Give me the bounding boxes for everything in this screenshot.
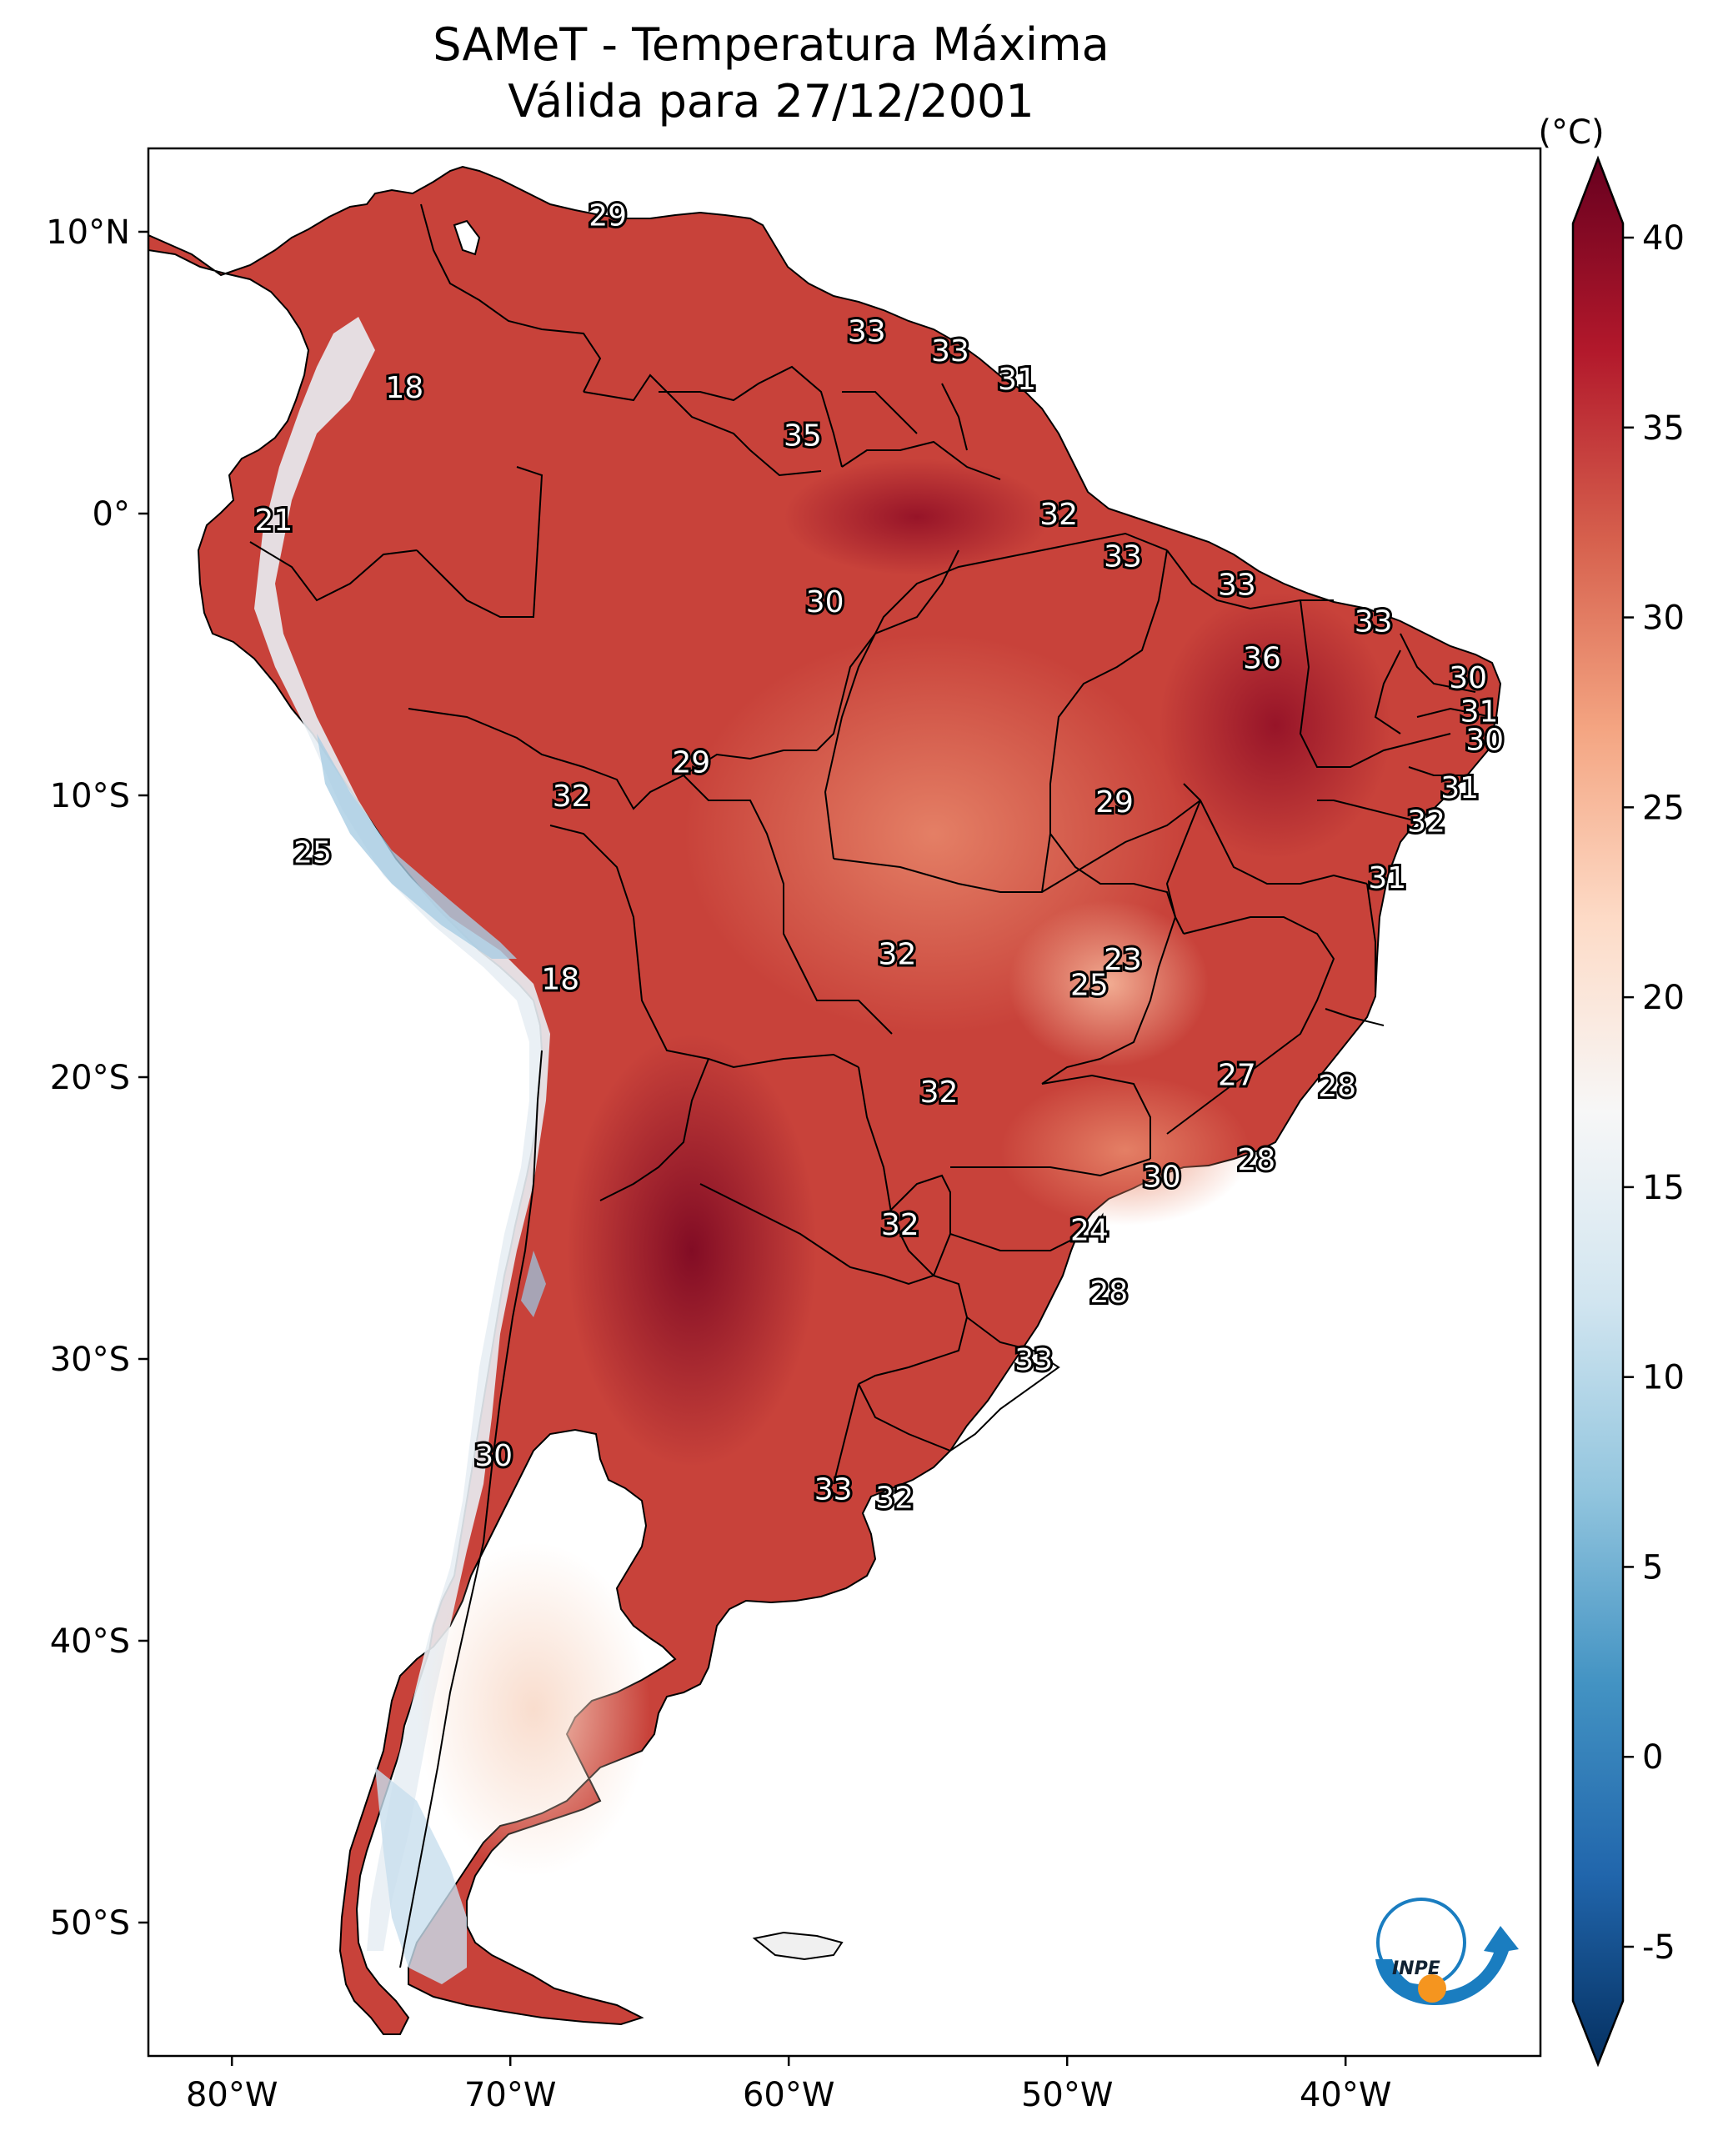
warm-southeast — [1000, 1075, 1250, 1226]
colorbar-body — [1571, 155, 1625, 2068]
station-value: 27 — [1218, 1059, 1256, 1093]
colorbar-tick-label: 25 — [1642, 789, 1685, 827]
inpe-logo: INPE — [1375, 1898, 1519, 2005]
station-value: 33 — [1104, 540, 1142, 574]
colorbar-tick-label: 5 — [1642, 1548, 1663, 1587]
colorbar-unit: (°C) — [1538, 113, 1604, 152]
colorbar-tick-label: 15 — [1642, 1169, 1685, 1207]
station-value: 30 — [1465, 723, 1504, 757]
station-value: 21 — [254, 504, 293, 538]
station-value: 33 — [1355, 604, 1393, 639]
lon-label: 70°W — [464, 2076, 556, 2114]
station-value: 33 — [814, 1472, 853, 1507]
station-value: 32 — [875, 1482, 914, 1516]
warm-highlands — [1009, 900, 1209, 1067]
station-value: 32 — [553, 780, 591, 814]
station-value: 31 — [998, 363, 1036, 397]
lat-label: 40°S — [50, 1622, 130, 1661]
hot-chaco — [567, 1034, 817, 1467]
station-value: 31 — [1368, 861, 1406, 895]
colorbar: 40 35 30 25 20 15 10 5 0 -5 (°C) — [1538, 113, 1685, 2068]
station-value: 33 — [848, 314, 886, 348]
lat-label: 10°S — [50, 777, 130, 815]
inpe-logo-text: INPE — [1392, 1958, 1440, 1979]
station-value: 30 — [806, 585, 844, 619]
map-area — [148, 165, 1502, 2035]
lat-label: 0° — [93, 495, 130, 534]
falkland-islands — [752, 1931, 844, 1961]
patagonia-mild — [417, 1542, 650, 1876]
station-value: 29 — [672, 745, 710, 780]
andes-cold-south — [521, 1251, 546, 1317]
station-value: 32 — [1407, 805, 1445, 839]
lat-label: 30°S — [50, 1341, 130, 1379]
colorbar-tick-label: 30 — [1642, 599, 1685, 638]
station-value: 32 — [879, 937, 917, 971]
lon-label: 50°W — [1021, 2076, 1113, 2114]
map-frame — [147, 147, 1542, 2058]
colorbar-tick-label: 40 — [1642, 219, 1685, 258]
station-value: 35 — [784, 419, 822, 453]
station-value: 32 — [920, 1075, 959, 1110]
country-borders — [249, 203, 1493, 1968]
station-value: 32 — [881, 1208, 919, 1242]
station-value: 30 — [1143, 1160, 1181, 1194]
title-line-2: Válida para 27/12/2001 — [508, 75, 1034, 128]
station-value: 18 — [541, 963, 579, 997]
latitude-axis: 10°N 0° 10°S 20°S 30°S 40°S 50°S — [46, 213, 148, 1943]
inpe-sun — [1418, 1974, 1446, 2003]
station-value: 31 — [1460, 695, 1499, 730]
lake-maracaibo — [453, 219, 481, 256]
station-value: 31 — [1440, 771, 1479, 805]
station-value: 30 — [1449, 661, 1487, 695]
south-america-landmass — [148, 165, 1502, 2035]
station-value: 28 — [1318, 1070, 1356, 1104]
map-title: SAMeT - Temperatura Máxima Válida para 2… — [0, 17, 1542, 130]
station-value: 28 — [1089, 1276, 1128, 1310]
station-value: 24 — [1070, 1214, 1109, 1248]
lon-label: 60°W — [743, 2076, 834, 2114]
colorbar-tick-label: -5 — [1642, 1928, 1675, 1967]
station-value: 23 — [1104, 943, 1142, 977]
hot-amazon-north — [784, 459, 1050, 575]
station-value: 25 — [1070, 968, 1109, 1002]
lat-label: 50°S — [50, 1904, 130, 1943]
patagonia-cold — [375, 1767, 467, 1984]
station-value: 32 — [1039, 498, 1078, 532]
lon-label: 40°W — [1300, 2076, 1391, 2114]
title-line-1: SAMeT - Temperatura Máxima — [433, 18, 1109, 71]
colorbar-ticks: 40 35 30 25 20 15 10 5 0 -5 — [1623, 219, 1685, 1967]
station-value: 28 — [1237, 1143, 1275, 1177]
colorbar-tick-label: 10 — [1642, 1359, 1685, 1397]
hot-northeast — [1159, 592, 1392, 859]
station-value: 25 — [293, 836, 332, 870]
station-value: 30 — [474, 1439, 513, 1473]
lat-label: 10°N — [46, 213, 130, 252]
lon-label: 80°W — [186, 2076, 278, 2114]
station-value: 18 — [385, 371, 423, 405]
station-value: 33 — [931, 334, 969, 369]
lat-label: 20°S — [50, 1059, 130, 1097]
longitude-axis: 80°W 70°W 60°W 50°W 40°W — [186, 2056, 1391, 2114]
station-value: 33 — [1014, 1343, 1053, 1377]
colorbar-tick-label: 0 — [1642, 1738, 1663, 1777]
station-value: 36 — [1243, 641, 1281, 675]
station-value: 29 — [589, 199, 627, 233]
andes-cool-band — [254, 317, 550, 1951]
colorbar-tick-label: 35 — [1642, 409, 1685, 448]
station-value: 33 — [1218, 569, 1256, 603]
station-value: 29 — [1095, 785, 1134, 820]
colorbar-tick-label: 20 — [1642, 979, 1685, 1017]
